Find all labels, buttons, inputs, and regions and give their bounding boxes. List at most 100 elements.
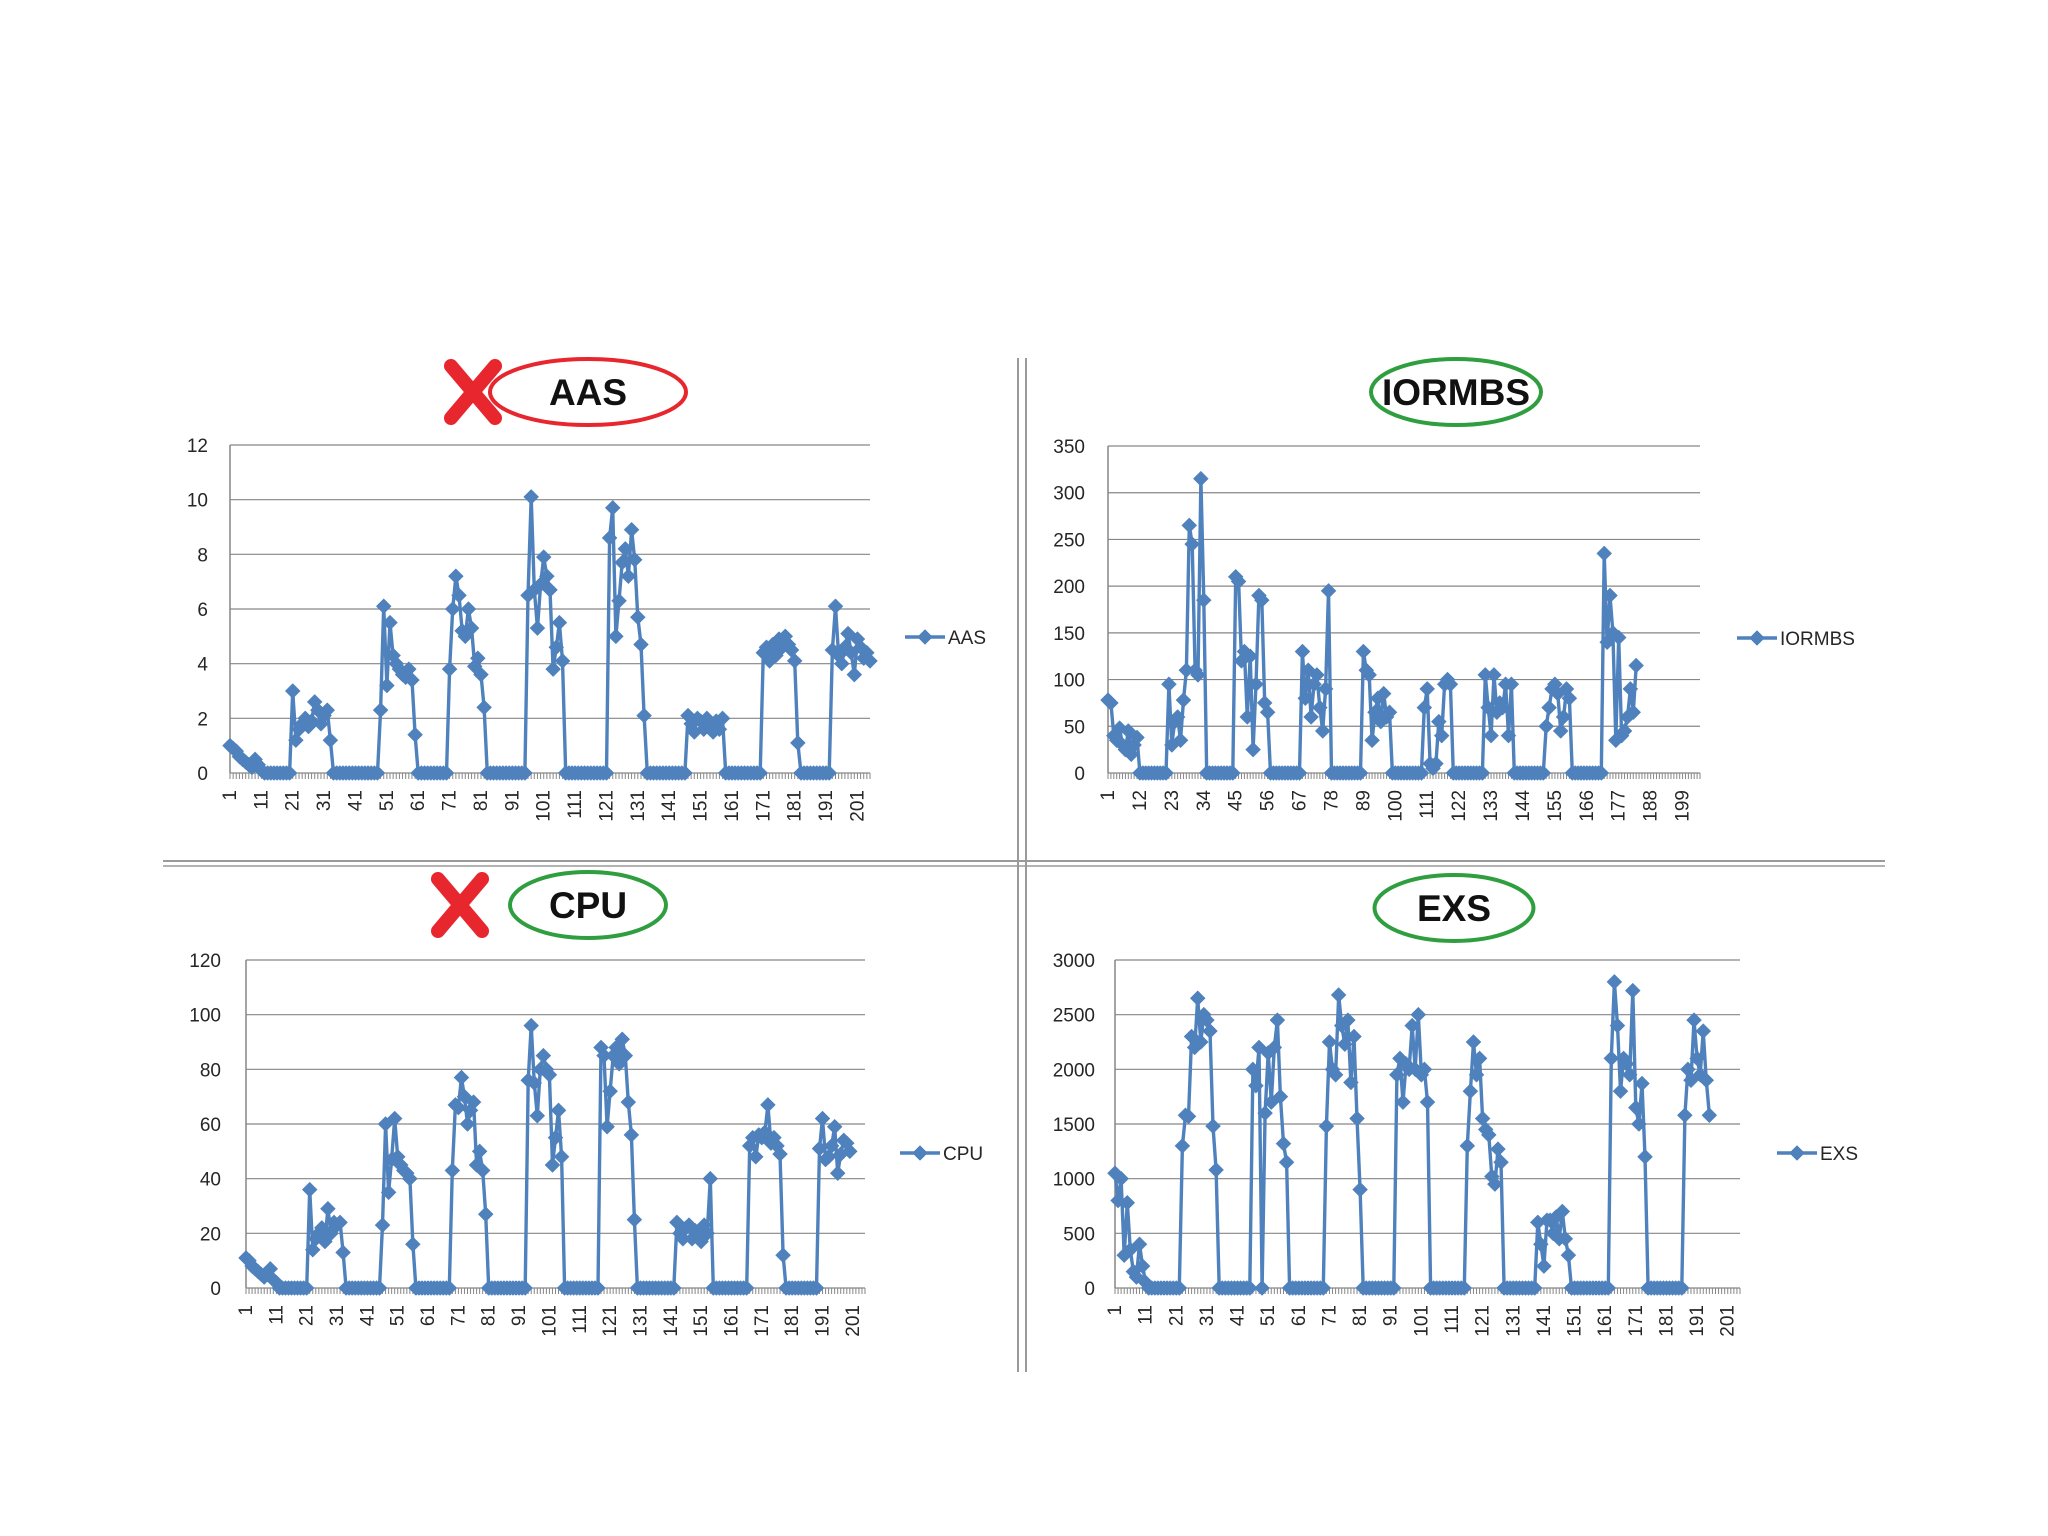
y-tick-label: 10: [187, 491, 208, 512]
data-point: [604, 500, 621, 516]
data-point: [1468, 1066, 1485, 1083]
data-point: [448, 568, 464, 585]
x-tick-label: 101: [1411, 1305, 1432, 1337]
data-point: [1442, 676, 1459, 693]
data-point: [1257, 1105, 1273, 1121]
y-tick-label: 300: [1053, 484, 1085, 505]
x-tick-label: 121: [600, 1305, 621, 1337]
x-tick-label: 81: [471, 790, 492, 811]
data-point: [1317, 681, 1334, 697]
data-point: [1526, 1280, 1543, 1296]
x-tick-label: 41: [1228, 1305, 1249, 1326]
title-oval-cpu: [508, 870, 668, 940]
data-point: [451, 587, 467, 604]
legend-exs: EXS: [1777, 1144, 1858, 1165]
data-point: [1622, 681, 1639, 697]
x-tick-label: 144: [1513, 790, 1534, 822]
data-point: [371, 1280, 388, 1296]
data-point: [623, 1127, 640, 1143]
x-tick-label: 89: [1353, 790, 1374, 811]
x-tick-label: 111: [1417, 790, 1438, 819]
x-tick-label: 11: [1136, 1305, 1157, 1325]
data-point: [1352, 1181, 1368, 1198]
data-point: [1294, 643, 1311, 660]
data-point: [1416, 699, 1433, 716]
data-point: [1303, 709, 1319, 725]
data-point: [1486, 667, 1502, 683]
x-tick-label: 166: [1577, 790, 1598, 822]
x-tick-label: 56: [1258, 790, 1279, 811]
data-point: [1673, 1280, 1690, 1296]
x-tick-label: 181: [1656, 1305, 1677, 1337]
x-tick-label: 155: [1545, 790, 1566, 822]
data-point: [380, 1184, 397, 1201]
legend-label: EXS: [1820, 1144, 1858, 1165]
y-tick-label: 1000: [1053, 1170, 1095, 1191]
data-point: [862, 653, 878, 669]
x-tick-label: 61: [408, 790, 429, 811]
x-tick-label: 45: [1226, 790, 1247, 811]
x-tick-label: 161: [721, 1305, 742, 1337]
legend-cpu: CPU: [900, 1144, 983, 1165]
x-tick-label: 34: [1194, 790, 1215, 812]
x-mark-stroke-2: [431, 872, 489, 938]
data-point: [1161, 676, 1177, 693]
y-tick-label: 0: [197, 764, 208, 785]
data-point: [808, 1280, 825, 1296]
data-point: [459, 1116, 476, 1132]
data-point: [1749, 630, 1765, 646]
data-point: [551, 614, 568, 631]
data-point: [1272, 1088, 1289, 1105]
data-point: [1430, 713, 1447, 730]
x-tick-label: 191: [816, 790, 837, 822]
x-tick-label: 23: [1162, 790, 1183, 811]
x-tick-label: 141: [1534, 1305, 1555, 1337]
x-tick-label: 122: [1449, 790, 1470, 822]
data-point: [1134, 1258, 1151, 1274]
data-point: [1119, 1194, 1136, 1211]
data-point: [529, 620, 546, 636]
x-tick-label: 1: [220, 790, 241, 801]
x-tick-label: 31: [314, 790, 335, 811]
data-point: [602, 1083, 618, 1100]
data-point: [1103, 695, 1119, 711]
data-point: [453, 1069, 470, 1086]
y-tick-label: 12: [187, 436, 208, 457]
x-tick-label: 171: [753, 790, 774, 822]
y-tick-label: 120: [189, 951, 221, 972]
data-point: [1428, 755, 1444, 772]
x-tick-label: 151: [1565, 1305, 1586, 1337]
x-tick-label: 1: [1098, 790, 1119, 801]
data-point: [1676, 1107, 1693, 1124]
data-point: [699, 1225, 716, 1242]
x-tick-label: 91: [502, 790, 523, 811]
data-point: [463, 620, 480, 636]
data-point: [1158, 765, 1174, 781]
data-point: [1625, 704, 1642, 721]
series-markers-exs: [1107, 974, 1718, 1296]
y-tick-label: 1500: [1053, 1115, 1095, 1136]
data-point: [1490, 1141, 1506, 1158]
data-point: [1627, 1099, 1644, 1116]
data-point: [1248, 676, 1264, 693]
data-point: [1389, 1066, 1405, 1083]
data-point: [320, 1200, 336, 1217]
data-point: [319, 702, 336, 718]
data-point: [1245, 741, 1261, 758]
data-point: [590, 1280, 606, 1296]
data-point: [633, 636, 649, 653]
data-point: [404, 672, 420, 688]
quadrant-dividers: [163, 358, 1885, 1372]
x-tick-label: 201: [847, 790, 868, 822]
x-tick-label: 111: [570, 1305, 591, 1334]
data-point: [752, 765, 769, 781]
y-tick-label: 250: [1053, 530, 1085, 551]
y-tick-label: 80: [200, 1060, 221, 1081]
data-point: [1291, 765, 1308, 781]
x-tick-label: 111: [1442, 1305, 1463, 1334]
data-point: [702, 1170, 719, 1187]
data-point: [450, 1099, 467, 1116]
data-point: [1172, 732, 1189, 749]
data-point: [1230, 573, 1247, 590]
